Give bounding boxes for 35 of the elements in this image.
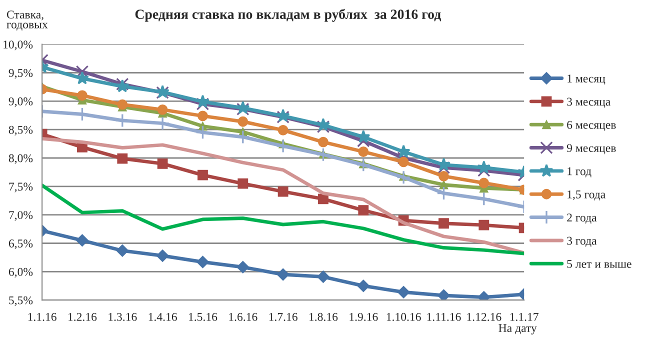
x-tick-label: 1.6.16 xyxy=(229,312,258,321)
x-tick-label: 1.1.17 xyxy=(510,312,538,321)
x-axis-title: На дату xyxy=(498,324,537,334)
x-tick-label: 1.1.16 xyxy=(28,312,56,321)
y-tick-label: 9,5% xyxy=(8,68,33,79)
legend-label: 3 месяца xyxy=(567,98,610,108)
y-tick-label: 9,0% xyxy=(8,97,33,108)
x-tick-label: 1.2.16 xyxy=(68,312,97,321)
legend-label: 1 месяц xyxy=(568,74,606,85)
y-tick-label: 7,0% xyxy=(9,211,33,221)
y-tick-label: 10,0% xyxy=(4,40,33,50)
x-tick-label: 1.10.16 xyxy=(386,312,421,321)
legend-label: 3 года xyxy=(567,236,597,247)
y-tick-label: 5,5% xyxy=(9,296,33,306)
legend-label: 1,5 года xyxy=(568,190,606,201)
x-tick-label: 1.12.16 xyxy=(467,312,502,321)
chart-title: Средняя ставка по вкладам в рублях за 2016 год xyxy=(135,8,441,22)
y-tick-label: 7,5% xyxy=(9,182,33,192)
y-tick-label: 6,5% xyxy=(8,239,33,250)
x-tick-label: 1.5.16 xyxy=(189,312,218,321)
x-tick-label: 1.7.16 xyxy=(269,312,298,321)
legend-label: 2 года xyxy=(567,214,597,224)
x-tick-label: 1.3.16 xyxy=(108,312,137,321)
legend-label: 6 месяцев xyxy=(567,120,616,132)
x-tick-label: 1.4.16 xyxy=(148,312,177,321)
legend-label: 9 месяцев xyxy=(566,144,616,154)
y-tick-label: 8,0% xyxy=(8,154,33,164)
y-axis-title: Ставка, годовых xyxy=(6,10,48,31)
y-tick-label: 6,0% xyxy=(8,268,33,278)
y-tick-label: 8,5% xyxy=(8,126,33,136)
x-tick-label: 1.11.16 xyxy=(427,312,461,321)
x-tick-label: 1.9.16 xyxy=(350,312,378,321)
x-tick-label: 1.8.16 xyxy=(310,312,338,321)
legend-label: 5 лет и выше xyxy=(567,260,632,268)
legend-label: 1 год xyxy=(568,167,592,178)
